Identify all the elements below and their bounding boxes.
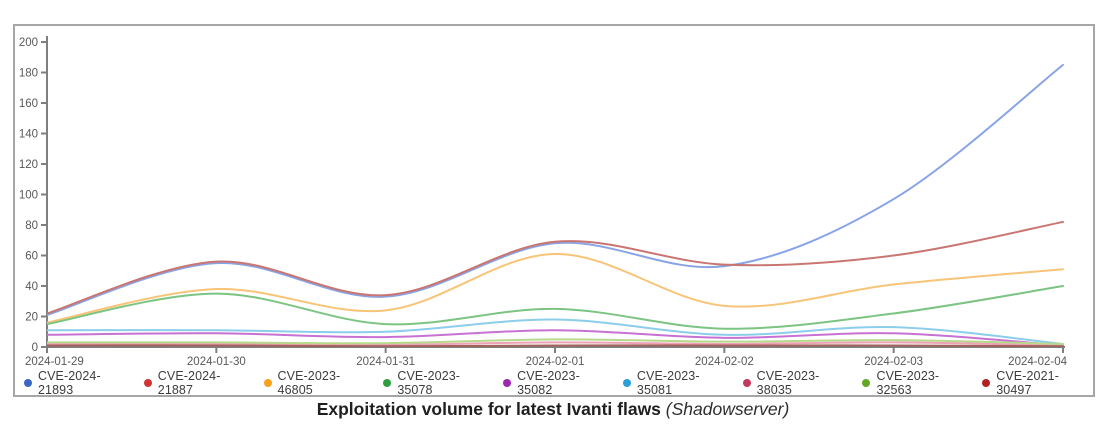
legend-label: CVE-2023-46805 [277, 369, 341, 397]
y-tick-label: 120 [19, 159, 38, 171]
legend-label: CVE-2023-35081 [636, 369, 700, 397]
y-tick-label: 20 [25, 312, 38, 324]
legend-label: CVE-2023-35078 [397, 369, 461, 397]
y-tick-label: 100 [19, 190, 38, 202]
series-line-cve-2023-35081 [47, 318, 1064, 345]
legend-item-cve-2023-35078: CVE-2023-35078 [383, 369, 485, 397]
legend-dot-icon [862, 379, 871, 387]
chart-frame: 0 20 40 60 80 100 120 140 160 180 200 2024-01-29 202… [13, 24, 1095, 397]
legend-label: CVE-2024-21893 [37, 369, 101, 397]
y-tick-label: 200 [19, 37, 38, 49]
legend-item-cve-2023-35082: CVE-2023-35082 [503, 369, 605, 397]
series-line-cve-2021-30497 [47, 344, 1064, 347]
legend-item-cve-2023-38035: CVE-2023-38035 [742, 369, 845, 397]
x-tick-label: 2024-02-04 [1008, 356, 1067, 368]
caption-title: Exploitation volume for latest Ivanti fl… [316, 399, 661, 419]
legend-dot-icon [503, 379, 512, 387]
x-tick-label: 2024-02-02 [695, 356, 754, 368]
x-tick-label: 2024-02-03 [864, 356, 923, 368]
y-tick-label: 60 [25, 251, 38, 263]
series-line-cve-2023-46805 [47, 252, 1064, 324]
legend-item-cve-2023-32563: CVE-2023-32563 [862, 369, 964, 397]
line-chart: 0 20 40 60 80 100 120 140 160 180 200 2024-01-29 202… [19, 36, 1068, 368]
series-line-cve-2023-38035 [47, 341, 1064, 347]
legend-item-cve-2024-21887: CVE-2024-21887 [143, 369, 246, 397]
legend-item-cve-2021-30497: CVE-2021-30497 [982, 369, 1084, 397]
legend-item-cve-2024-21893: CVE-2024-21893 [23, 369, 126, 397]
caption-source: (Shadowserver) [660, 399, 790, 419]
legend-label: CVE-2023-35082 [517, 369, 580, 397]
legend-dot-icon [143, 379, 152, 387]
chart-legend: CVE-2024-21893 CVE-2024-21887 CVE-2023-468… [15, 369, 1093, 397]
x-tick-label: 2024-02-01 [526, 356, 585, 368]
legend-dot-icon [383, 379, 392, 387]
x-tick-label: 2024-01-29 [25, 356, 84, 368]
y-tick-label: 140 [19, 129, 38, 141]
legend-item-cve-2023-46805: CVE-2023-46805 [263, 369, 366, 397]
y-tick-label: 80 [25, 220, 38, 232]
legend-dot-icon [622, 379, 631, 387]
y-tick-label: 40 [25, 281, 38, 293]
legend-label: CVE-2023-32563 [876, 369, 940, 397]
legend-dot-icon [982, 379, 991, 387]
series-line-cve-2023-35078 [47, 285, 1064, 330]
legend-label: CVE-2023-38035 [756, 369, 820, 397]
legend-label: CVE-2021-30497 [996, 369, 1059, 397]
legend-label: CVE-2024-21887 [157, 369, 221, 397]
legend-dot-icon [742, 379, 751, 387]
x-tick-label: 2024-01-31 [356, 356, 415, 368]
series-line-cve-2024-21887 [47, 220, 1064, 315]
caption: Exploitation volume for latest Ivanti fl… [0, 399, 1106, 420]
y-tick-label: 0 [32, 342, 38, 354]
legend-item-cve-2023-35081: CVE-2023-35081 [622, 369, 725, 397]
y-tick-label: 180 [19, 68, 38, 80]
legend-dot-icon [23, 379, 32, 387]
x-tick-label: 2024-01-30 [187, 356, 246, 368]
series-line-cve-2023-32563 [47, 338, 1064, 345]
legend-dot-icon [263, 379, 272, 387]
series-line-cve-2023-35082 [47, 329, 1064, 347]
y-tick-label: 160 [19, 98, 38, 110]
series-line-cve-2024-21893 [47, 63, 1064, 316]
